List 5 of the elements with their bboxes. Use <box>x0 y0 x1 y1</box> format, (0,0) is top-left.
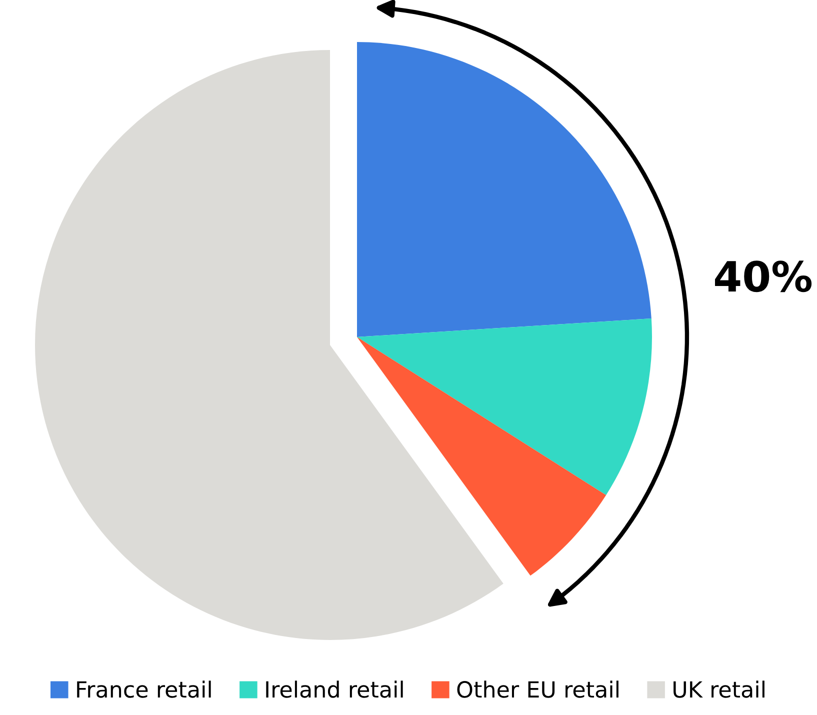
legend-label: Other EU retail <box>457 680 618 698</box>
legend-label: France retail <box>77 680 211 698</box>
legend-label: UK retail <box>674 680 764 698</box>
text: 40% <box>715 260 812 292</box>
legend-label: Ireland retail <box>266 680 403 698</box>
